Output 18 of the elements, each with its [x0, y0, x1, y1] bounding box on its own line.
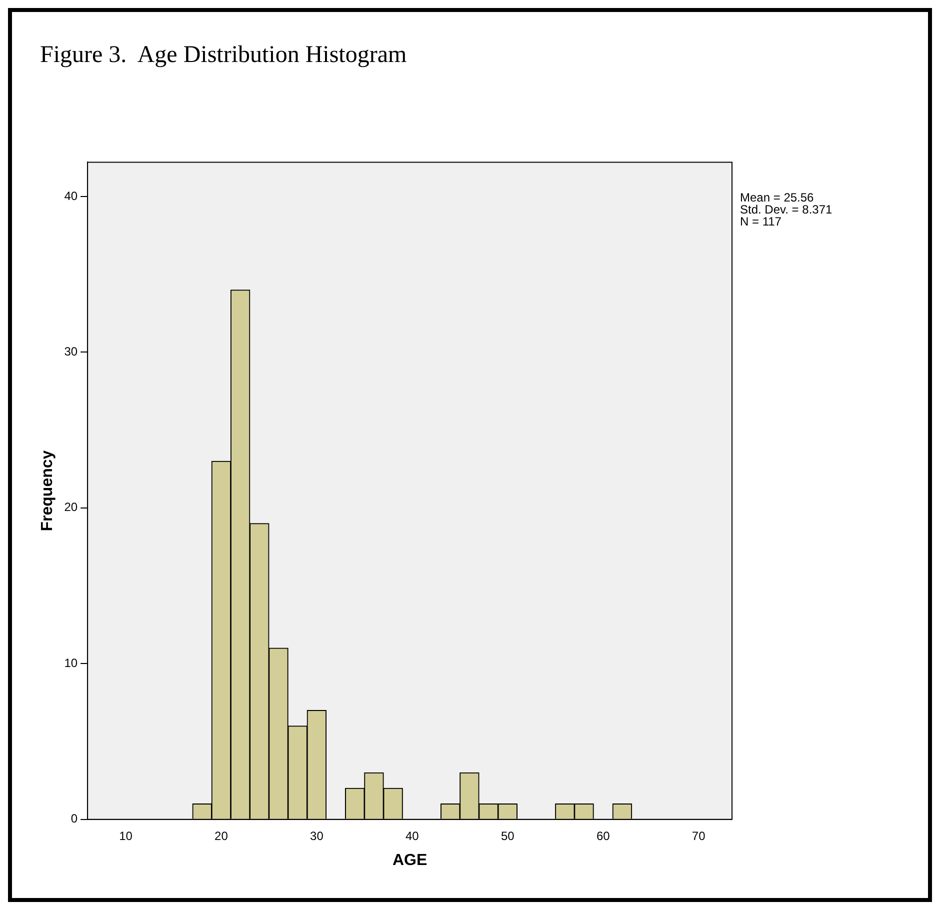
x-axis-title: AGE — [392, 852, 428, 869]
y-tick-label: 0 — [70, 812, 78, 826]
y-tick-label: 30 — [64, 344, 78, 359]
x-tick-label: 10 — [119, 828, 133, 843]
y-axis-title: Frequency — [39, 450, 56, 532]
text: Std. Dev. = 8.371 — [740, 202, 832, 217]
y-tick-label: 10 — [64, 656, 78, 670]
text: Mean = 25.56 — [740, 190, 814, 205]
y-tick-label: 40 — [64, 188, 78, 203]
x-tick-label: 50 — [500, 828, 515, 843]
x-tick-label: 40 — [405, 828, 420, 843]
x-tick-label: 70 — [692, 828, 706, 843]
chart-title: Figure 3. Age Distribution Histogram — [40, 42, 407, 69]
x-tick-label: 60 — [596, 828, 610, 843]
y-tick-label: 20 — [64, 500, 78, 514]
x-tick-label: 20 — [214, 828, 228, 843]
text: N = 117 — [740, 214, 782, 229]
x-tick-label: 30 — [310, 828, 324, 843]
